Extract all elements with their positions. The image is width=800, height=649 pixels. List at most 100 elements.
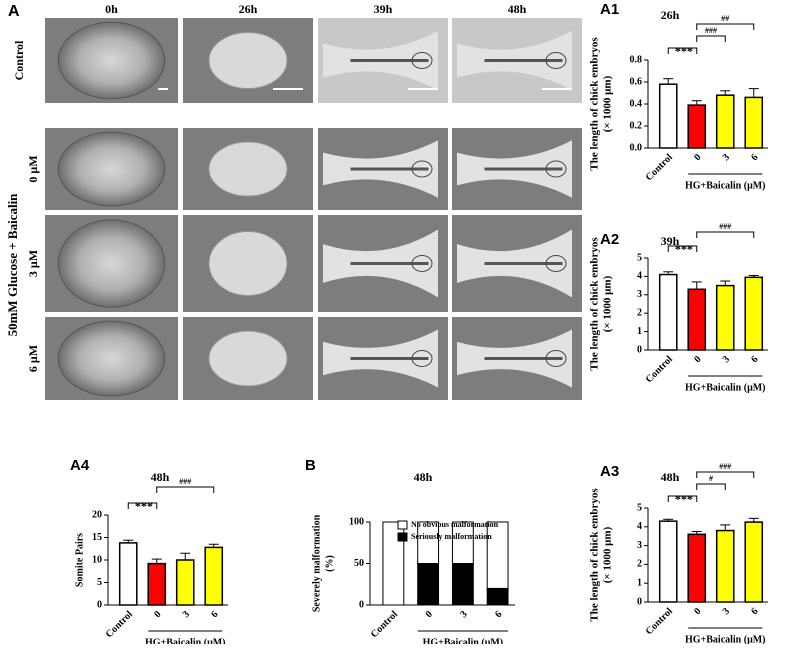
- row-group-label: 50mM Glucose + Baicalin: [5, 193, 20, 337]
- y-tick-label: 1: [637, 577, 642, 588]
- embryo-head: [545, 52, 567, 69]
- x-tick-label: 3: [721, 152, 732, 163]
- bar: [715, 284, 735, 351]
- bar: [687, 104, 707, 149]
- significance-bracket: [667, 47, 698, 54]
- x-tick-label: 6: [209, 609, 220, 620]
- row-label: 0 μM: [26, 155, 40, 182]
- x-tick-label: 6: [749, 354, 760, 365]
- embryo-shape: [57, 131, 166, 207]
- embryo-head: [411, 52, 433, 69]
- significance-bracket: [667, 245, 698, 252]
- bar: [744, 276, 764, 351]
- bar-segment: [451, 521, 474, 564]
- x-tick-label: 0: [692, 152, 703, 163]
- bar: [175, 559, 195, 606]
- bar-segment: [382, 521, 405, 606]
- x-tick-label: Control: [369, 609, 400, 640]
- group-label: HG+Baicalin (μM): [685, 382, 766, 393]
- photo-grid: [45, 18, 582, 400]
- embryo-shape: [208, 230, 288, 297]
- significance-label: ***: [675, 44, 693, 58]
- y-tick-label: 0.8: [630, 54, 643, 65]
- chart-title: 26h: [661, 8, 680, 22]
- embryo-shape: [57, 219, 166, 308]
- y-axis-label: (%): [324, 555, 335, 572]
- y-tick-label: 0.4: [630, 98, 643, 109]
- bar: [744, 96, 764, 149]
- y-axis-label: (× 1000 μm): [602, 275, 614, 332]
- bar: [204, 546, 224, 606]
- y-tick-label: 15: [92, 532, 102, 543]
- y-tick-label: 0: [637, 596, 642, 607]
- bar: [118, 542, 138, 606]
- legend-swatch: [397, 520, 408, 530]
- embryo-head: [411, 350, 433, 367]
- y-tick-label: 0: [637, 344, 642, 355]
- chart-title: 48h: [151, 470, 170, 484]
- y-axis-label: The length of chick embryos: [589, 37, 601, 171]
- x-tick-label: 0: [692, 606, 703, 617]
- significance-label: #: [709, 474, 713, 483]
- y-tick-label: 5: [97, 577, 102, 588]
- y-tick-label: 1: [637, 326, 642, 337]
- y-tick-label: 0: [97, 599, 102, 610]
- x-tick-label: Control: [644, 606, 675, 637]
- row-label: Control: [12, 40, 26, 80]
- y-tick-label: 5: [637, 502, 642, 513]
- bar: [658, 83, 678, 149]
- embryo-head: [545, 160, 567, 178]
- significance-bracket: [696, 35, 726, 42]
- significance-label: ###: [705, 26, 717, 35]
- bar-segment: [451, 563, 474, 606]
- embryo-head: [545, 255, 567, 272]
- significance-label: ###: [719, 222, 731, 231]
- legend-label: Seriously malformation: [411, 532, 492, 541]
- embryo-head: [411, 255, 433, 272]
- embryo-shape: [208, 31, 288, 90]
- x-tick-label: 0: [424, 609, 435, 620]
- bar: [744, 521, 764, 603]
- bar-segment: [417, 521, 440, 564]
- y-tick-label: 2: [637, 307, 642, 318]
- group-label: HG+Baicalin (μM): [685, 634, 766, 644]
- chart-title: 48h: [661, 470, 680, 484]
- x-tick-label: Control: [644, 354, 675, 385]
- embryo-shape: [57, 21, 166, 100]
- legend-swatch: [397, 532, 408, 542]
- chart-panel: A3 48h The length of chick embryos (× 1000 …: [589, 462, 768, 645]
- group-label: HG+Baicalin (μM): [423, 637, 504, 644]
- column-label: 26h: [239, 2, 258, 16]
- x-tick-label: 0: [152, 609, 163, 620]
- chart-title: 48h: [414, 470, 433, 484]
- bar: [147, 562, 167, 606]
- significance-bracket: [667, 495, 698, 502]
- y-axis-label: (× 1000 μm): [602, 75, 614, 132]
- y-tick-label: 50: [354, 558, 364, 569]
- x-tick-label: 3: [721, 354, 732, 365]
- bar: [687, 533, 707, 603]
- column-label: 48h: [508, 2, 527, 16]
- y-tick-label: 3: [637, 289, 642, 300]
- bar: [715, 94, 735, 149]
- y-axis-label: Severely malformation: [311, 514, 322, 612]
- y-tick-label: 4: [637, 271, 642, 282]
- x-tick-label: 0: [692, 354, 703, 365]
- bar: [715, 529, 735, 603]
- y-tick-label: 100: [349, 516, 364, 527]
- significance-label: ###: [179, 477, 191, 486]
- y-tick-label: 20: [92, 509, 102, 520]
- significance-label: ***: [675, 492, 693, 506]
- x-tick-label: 6: [749, 152, 760, 163]
- bar-segment: [486, 587, 509, 606]
- panel-label: A: [8, 3, 20, 20]
- y-tick-label: 5: [637, 252, 642, 263]
- bar-segment: [417, 563, 440, 606]
- bar-segment: [486, 521, 509, 589]
- x-tick-label: Control: [644, 152, 675, 183]
- significance-label: ***: [135, 499, 153, 513]
- significance-bracket: [696, 231, 755, 238]
- significance-bracket: [696, 483, 726, 490]
- embryo-shape: [208, 330, 288, 387]
